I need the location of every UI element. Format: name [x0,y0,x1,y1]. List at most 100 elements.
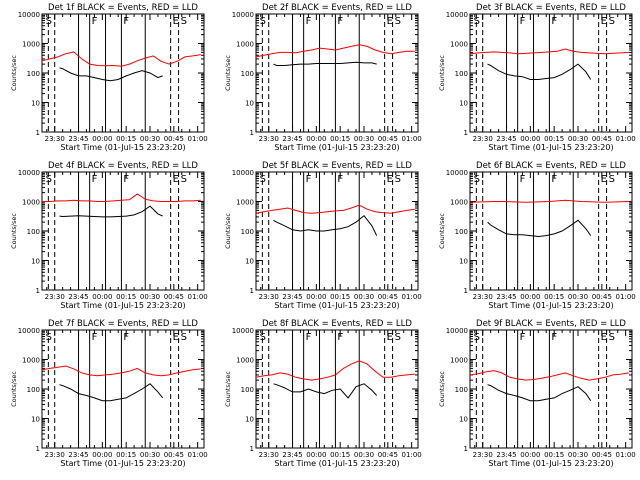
plot-frame [41,329,205,449]
x-tick-label: 00:30 [140,135,160,143]
region-label: E [601,332,607,343]
events-series-line [487,384,592,402]
x-tick-label: 00:15 [116,293,136,301]
y-tick-label: 10 [245,100,254,108]
region-label: S [474,332,480,343]
region-label: F [306,332,312,343]
region-label: E [387,174,393,185]
x-tick-label: 23:30 [473,135,493,143]
panel-title: Det 2f BLACK = Events, RED = LLD [262,3,412,13]
x-tick-label: 00:00 [92,451,112,459]
y-tick-label: 1000 [236,41,254,49]
x-tick-label: 00:45 [378,451,398,459]
y-tick-label: 10 [31,100,40,108]
x-tick-label: 00:00 [92,135,112,143]
x-tick-label: 00:15 [116,451,136,459]
region-label: F [306,16,312,27]
x-tick-label: 01:00 [188,293,208,301]
y-tick-label: 1000 [22,41,40,49]
y-tick-label: 1000 [236,357,254,365]
x-tick-label: 00:00 [306,451,326,459]
plot-frame [469,329,633,449]
y-tick-label: 100 [455,228,468,236]
x-tick-label: 00:45 [378,135,398,143]
panel-title: Det 8f BLACK = Events, RED = LLD [262,319,412,329]
region-label: E [387,332,393,343]
region-label: F [520,332,526,343]
x-tick-label: 23:30 [45,135,65,143]
x-tick-label: 00:00 [92,293,112,301]
region-label: F [337,174,343,185]
region-label: F [337,332,343,343]
region-label: S [260,332,266,343]
events-series-line [273,214,378,236]
region-label: S [181,332,187,343]
y-tick-label: 10 [245,258,254,266]
y-tick-label: 100 [241,70,254,78]
panel-title: Det 7f BLACK = Events, RED = LLD [48,319,198,329]
region-label: S [46,16,52,27]
y-tick-label: 100 [455,386,468,394]
x-tick-label: 23:45 [496,293,516,301]
x-tick-label: 00:00 [520,451,540,459]
y-tick-label: 1 [464,445,468,453]
region-label: F [92,174,98,185]
y-tick-label: 10000 [18,169,40,177]
x-tick-label: 01:00 [188,451,208,459]
panel-4: Det 4f BLACK = Events, RED = LLD 1 10 100 10… [10,161,208,310]
y-axis-label: Counts/sec [10,213,18,249]
y-tick-label: 1 [250,445,254,453]
y-tick-label: 10000 [446,169,468,177]
x-tick-label: 00:00 [306,135,326,143]
region-label: E [173,16,179,27]
region-label: E [173,332,179,343]
panel-3: Det 3f BLACK = Events, RED = LLD 1 10 100 10… [438,3,636,152]
x-tick-label: 00:15 [116,135,136,143]
region-label: E [387,16,393,27]
x-tick-label: 23:45 [496,451,516,459]
y-tick-label: 1 [464,129,468,137]
y-axis-label: Counts/sec [438,55,446,91]
x-tick-label: 00:30 [354,293,374,301]
x-tick-label: 23:30 [259,451,279,459]
region-label: F [551,174,557,185]
lld-series-line [255,204,415,214]
x-tick-label: 23:45 [282,451,302,459]
x-tick-label: 23:30 [45,451,65,459]
region-label: F [551,332,557,343]
region-label: S [46,332,52,343]
y-tick-label: 10 [31,416,40,424]
x-tick-label: 00:30 [140,451,160,459]
panel-title: Det 4f BLACK = Events, RED = LLD [48,161,198,171]
region-label: S [609,174,615,185]
y-axis-label: Counts/sec [224,371,232,407]
y-tick-label: 10 [31,258,40,266]
x-axis-label: Start Time (01-Jul-15 23:23:20) [60,459,185,468]
region-label: S [181,174,187,185]
events-series-line [273,383,378,399]
x-tick-label: 00:00 [520,135,540,143]
lld-series-line [469,199,629,203]
plot-frame [41,13,205,133]
region-label: F [92,16,98,27]
region-label: S [609,16,615,27]
region-label: S [181,16,187,27]
events-series-line [59,383,164,402]
region-label: S [395,16,401,27]
x-tick-label: 23:30 [259,135,279,143]
x-tick-label: 00:30 [568,293,588,301]
x-tick-label: 23:45 [496,135,516,143]
region-label: E [601,174,607,185]
x-tick-label: 00:45 [378,293,398,301]
region-label: F [123,174,129,185]
x-axis-label: Start Time (01-Jul-15 23:23:20) [488,459,613,468]
y-tick-label: 100 [27,70,40,78]
x-axis-label: Start Time (01-Jul-15 23:23:20) [274,301,399,310]
x-tick-label: 23:45 [282,135,302,143]
lld-series-line [42,193,201,202]
y-axis-label: Counts/sec [10,55,18,91]
x-tick-label: 00:30 [568,451,588,459]
y-tick-label: 10 [459,416,468,424]
x-tick-label: 00:15 [330,451,350,459]
x-axis-label: Start Time (01-Jul-15 23:23:20) [274,143,399,152]
